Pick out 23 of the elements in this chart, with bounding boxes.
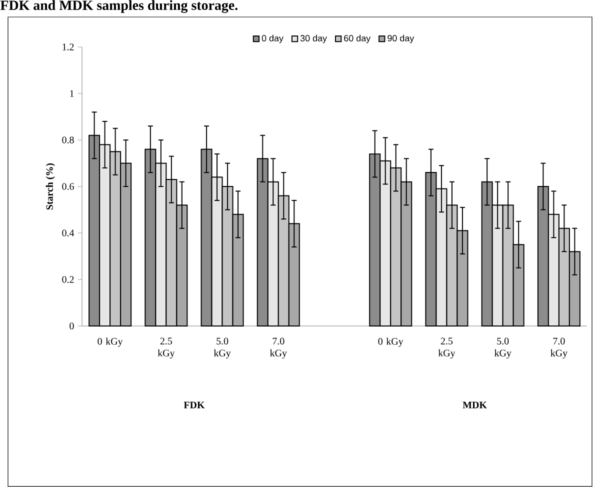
x-tick-label: 0 kGy xyxy=(98,338,123,347)
y-tick-label: 1 xyxy=(70,90,74,97)
x-tick-label: 0 kGy xyxy=(378,338,404,347)
text: FDK xyxy=(184,402,205,408)
legend-label: 30 day xyxy=(300,34,327,44)
y-tick-label: 1.2 xyxy=(62,44,74,50)
y-axis-title: Starch (%) xyxy=(46,163,55,210)
text: MDK xyxy=(462,402,487,408)
x-tick-label: 7.0 kGy xyxy=(550,338,568,358)
x-tick-label: 2.5 kGy xyxy=(438,338,456,358)
x-tick-label: 5.0 kGy xyxy=(214,338,231,358)
x-tick-label: 2.5 kGy xyxy=(158,338,175,358)
y-tick-label: 0.4 xyxy=(62,230,74,236)
y-tick-label: 0.2 xyxy=(62,276,74,283)
text: FDK and MDK samples during storage. xyxy=(0,0,238,13)
x-tick-label: 5.0 kGy xyxy=(494,338,512,358)
y-tick-label: 0.6 xyxy=(62,183,74,190)
legend-label: 0 day xyxy=(262,34,284,44)
legend-label: 90 day xyxy=(388,34,414,44)
y-tick-label: 0 xyxy=(70,322,74,330)
x-tick-label: 7.0 kGy xyxy=(270,338,287,358)
legend-label: 60 day xyxy=(344,34,371,44)
y-tick-label: 0.8 xyxy=(62,136,74,144)
